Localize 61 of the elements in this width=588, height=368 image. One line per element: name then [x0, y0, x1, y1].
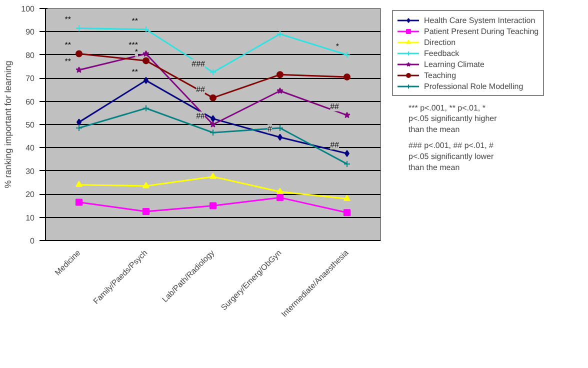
- annotation: **: [64, 56, 72, 66]
- annotation: **: [132, 16, 138, 26]
- annotation: ##: [330, 102, 340, 112]
- y-tick-label: 20: [26, 190, 36, 200]
- y-tick-label: 100: [21, 4, 36, 14]
- legend-label: Patient Present During Teaching: [424, 26, 539, 36]
- point: [210, 121, 216, 128]
- point: [142, 182, 150, 188]
- annotation: **: [64, 40, 72, 50]
- point: [210, 68, 216, 76]
- point: [142, 104, 150, 112]
- legend-label: Teaching: [424, 70, 456, 80]
- point: [76, 50, 82, 58]
- annotation: ##: [196, 112, 206, 120]
- point: [76, 66, 82, 73]
- annotation: ***: [128, 40, 138, 50]
- annotation: *: [336, 42, 340, 51]
- legend-label: Professional Role Modelling: [424, 81, 524, 91]
- point: [210, 202, 216, 210]
- y-tick-label: 60: [26, 97, 36, 106]
- point: [76, 198, 82, 206]
- point: [276, 194, 284, 202]
- point: [142, 50, 150, 57]
- y-axis-title: % ranking important for learning: [3, 60, 14, 188]
- y-tick-label: 80: [26, 50, 36, 60]
- annotation: ##: [196, 84, 206, 94]
- y-tick-label: 50: [26, 120, 36, 130]
- point: [142, 208, 150, 215]
- legend-label: Learning Climate: [424, 59, 484, 69]
- point: [142, 57, 150, 64]
- legend-label: Health Care System Interaction: [424, 15, 536, 25]
- point: [76, 180, 82, 188]
- point: [344, 73, 350, 80]
- point: [344, 150, 350, 157]
- annotation: ##: [330, 140, 340, 150]
- y-tick-label: 90: [26, 28, 36, 37]
- text: ### p<.001, ## p<.01, # p<.05 significantly lower than the mean: [408, 141, 494, 172]
- point: [276, 71, 284, 78]
- y-tick-label: 0: [30, 236, 36, 246]
- y-tick-label: 10: [26, 213, 36, 222]
- point: [142, 26, 150, 33]
- annotation: *: [134, 48, 138, 57]
- legend-label: Feedback: [424, 48, 460, 58]
- point: [210, 129, 216, 136]
- point: [276, 30, 284, 38]
- legend-label: Direction: [424, 37, 456, 47]
- annotation: ###: [192, 59, 206, 68]
- y-tick-label: 30: [26, 166, 36, 176]
- annotation: #: [268, 124, 273, 134]
- y-tick-label: 70: [26, 74, 36, 84]
- point: [210, 172, 216, 179]
- point: [276, 87, 284, 94]
- annotation: **: [132, 67, 138, 76]
- point: [210, 94, 216, 102]
- point: [344, 209, 350, 216]
- text: *** p<.001, ** p<.01, * p<.05 significantly higher than the mean: [408, 103, 498, 134]
- point: [276, 188, 284, 194]
- point: [344, 194, 350, 201]
- annotation: **: [64, 15, 72, 24]
- y-tick-label: 40: [26, 144, 36, 153]
- point: [344, 112, 350, 118]
